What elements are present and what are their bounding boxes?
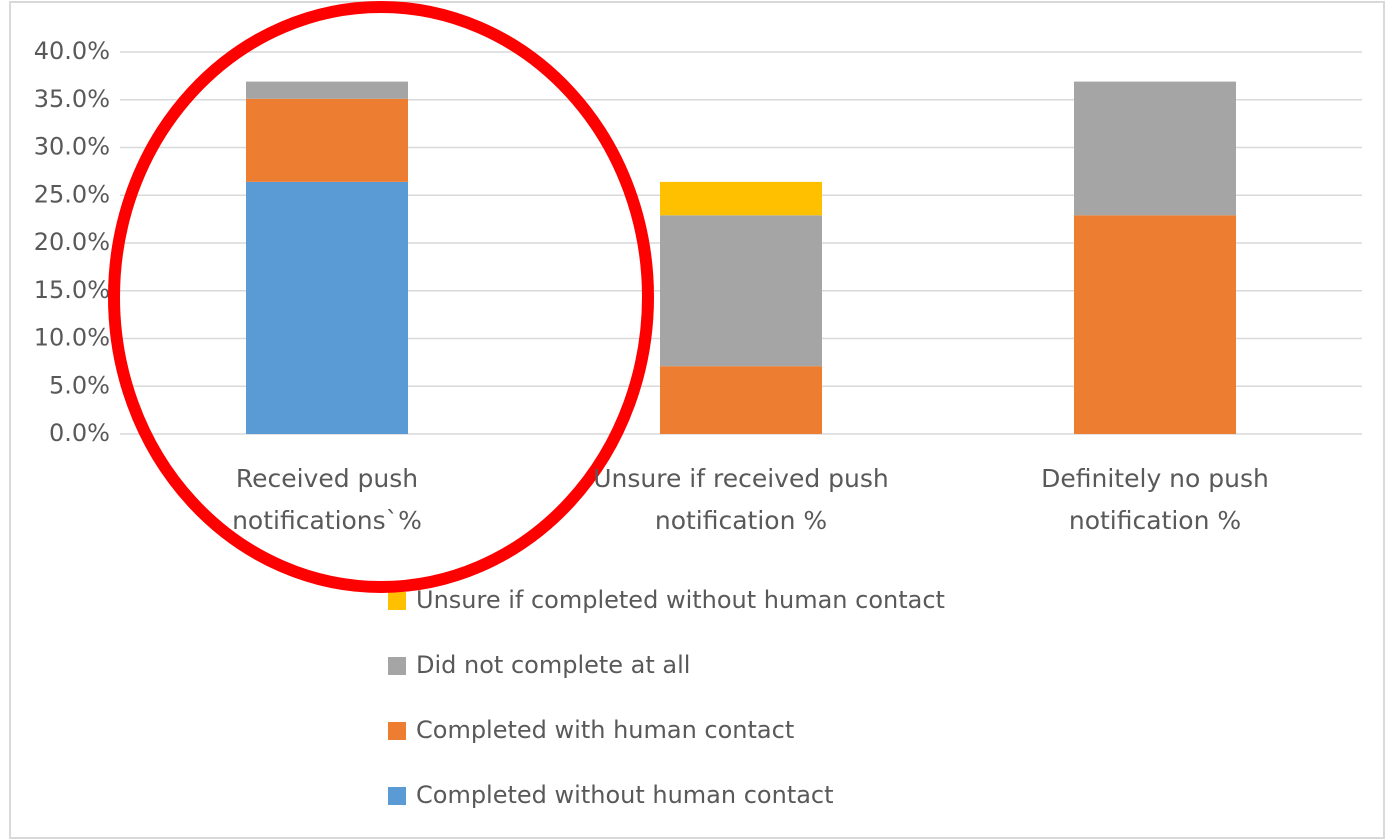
- legend-label: Completed with human contact: [416, 716, 794, 744]
- legend-swatch: [388, 592, 406, 610]
- legend-label: Completed without human contact: [416, 781, 834, 809]
- y-tick-label: 10.0%: [34, 324, 110, 352]
- legend-swatch: [388, 787, 406, 805]
- chart-border: [9, 1, 1385, 839]
- plot: 0.0% 5.0% 10.0% 15.0% 20.0% 25.0% 30.0% 35.0% 40…: [34, 37, 1362, 809]
- y-tick-label: 5.0%: [49, 371, 110, 399]
- x-tick-label: Received push notifications`%: [232, 464, 422, 535]
- legend-swatch: [388, 722, 406, 740]
- bar-segment: [246, 81, 408, 99]
- bar-segment: [246, 98, 408, 182]
- y-tick-label: 35.0%: [34, 85, 110, 113]
- y-tick-label: 40.0%: [34, 37, 110, 65]
- legend-label: Did not complete at all: [416, 651, 690, 679]
- bar-segment: [1074, 81, 1236, 216]
- bar-segment: [660, 181, 822, 216]
- y-tick-label: 20.0%: [34, 228, 110, 256]
- y-tick-label: 15.0%: [34, 276, 110, 304]
- bar-segment: [660, 366, 822, 434]
- y-tick-label: 30.0%: [34, 133, 110, 161]
- y-tick-label: 0.0%: [49, 419, 110, 447]
- legend-label: Unsure if completed without human contac…: [416, 586, 945, 614]
- x-tick-label: Definitely no push notification %: [1041, 464, 1269, 535]
- bar-segment: [1074, 215, 1236, 434]
- x-tick-label: Unsure if received push notification %: [593, 464, 889, 535]
- bar-segment: [660, 215, 822, 367]
- y-tick-label: 25.0%: [34, 180, 110, 208]
- bar-segment: [246, 181, 408, 434]
- highlight-circle: [108, 1, 654, 593]
- legend-swatch: [388, 657, 406, 675]
